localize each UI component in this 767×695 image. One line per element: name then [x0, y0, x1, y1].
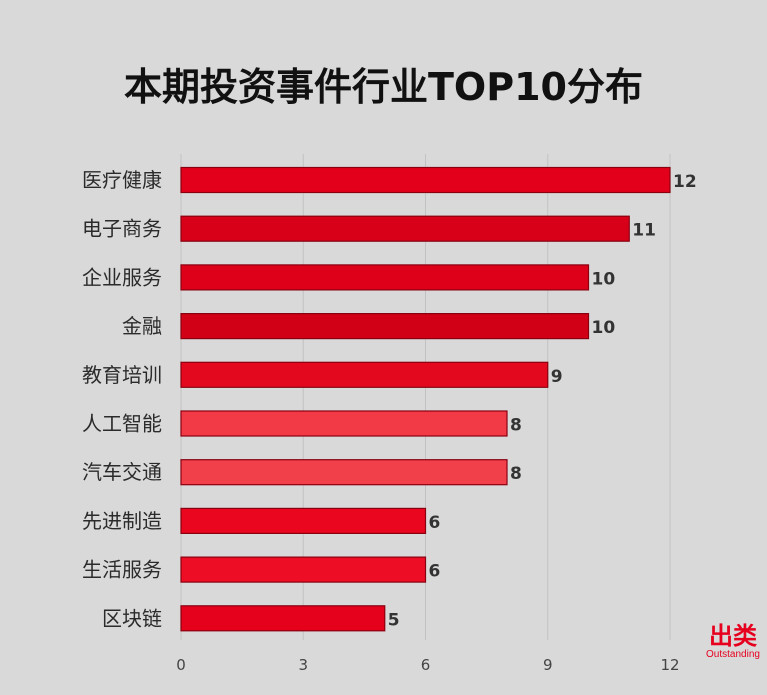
bar: [180, 361, 549, 388]
x-tick-label: 0: [176, 656, 186, 674]
value-label: 10: [592, 269, 616, 289]
value-label: 5: [388, 610, 400, 630]
tick-layer: 0 3 6 9 12: [176, 656, 679, 674]
value-label: 8: [510, 416, 522, 436]
bar: [180, 605, 386, 632]
bar-layer: [180, 166, 671, 632]
value-label: 6: [429, 562, 441, 582]
bar: [180, 313, 590, 340]
bar: [180, 264, 590, 291]
category-label: 生活服务: [82, 558, 162, 582]
category-label: 人工智能: [82, 412, 162, 436]
value-label: 10: [592, 318, 616, 338]
bar: [180, 507, 427, 534]
category-label: 先进制造: [82, 509, 162, 533]
category-label: 医疗健康: [82, 168, 162, 192]
logo-sub-text: Outstanding: [706, 649, 760, 660]
category-label: 区块链: [102, 606, 162, 630]
value-label: 11: [632, 221, 656, 241]
bar: [180, 215, 630, 242]
value-label: 12: [673, 172, 697, 192]
category-label: 企业服务: [82, 265, 162, 289]
bar: [180, 166, 671, 194]
value-label: 9: [551, 367, 563, 387]
x-tick-label: 6: [421, 656, 431, 674]
value-label: 8: [510, 464, 522, 484]
x-tick-label: 12: [660, 656, 679, 674]
chart-title: 本期投资事件行业TOP10分布: [124, 65, 643, 109]
category-label: 金融: [122, 314, 162, 338]
x-tick-label: 9: [543, 656, 553, 674]
bar: [180, 556, 427, 583]
category-label: 教育培训: [82, 363, 162, 387]
logo-main-text: 出类: [709, 622, 757, 650]
label-layer: 医疗健康 12 电子商务 11 企业服务 10 金融 10 教育培训 9 人工智能 8 汽车交通 8 先进制…: [82, 168, 697, 630]
bar: [180, 410, 508, 437]
value-label: 6: [429, 513, 441, 533]
brand-logo: 出类 Outstanding: [702, 624, 764, 660]
bar: [180, 459, 508, 486]
x-tick-label: 3: [298, 656, 308, 674]
category-label: 汽车交通: [82, 460, 162, 484]
category-label: 电子商务: [82, 217, 162, 241]
